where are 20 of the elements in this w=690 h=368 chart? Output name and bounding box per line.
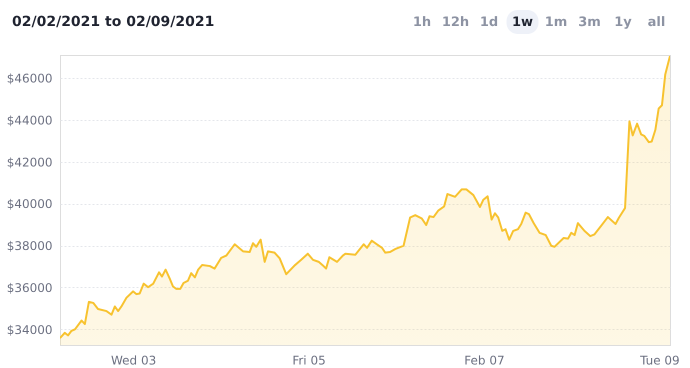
y-tick-label: $44000 — [6, 113, 52, 128]
y-tick-label: $36000 — [6, 280, 52, 295]
y-tick-label: $40000 — [6, 197, 52, 212]
text: 3m — [578, 15, 601, 30]
x-tick-label: Feb 07 — [464, 354, 505, 368]
x-tick-label: Tue 09 — [639, 354, 680, 368]
y-tick-label: $46000 — [6, 72, 52, 86]
y-tick-label: $34000 — [6, 322, 52, 337]
text: 1h — [412, 15, 432, 30]
y-tick-label: $42000 — [6, 155, 52, 170]
x-tick-label: Wed 03 — [110, 354, 156, 368]
x-tick-label: Fri 05 — [292, 354, 326, 368]
chart-title: 02/02/2021 to 02/09/2021 — [12, 14, 214, 30]
text: 12h — [442, 15, 470, 30]
text: 1d — [480, 15, 498, 30]
y-tick-label: $38000 — [6, 239, 52, 254]
text: 1w — [512, 15, 534, 30]
text: 1m — [544, 15, 568, 30]
text: all — [648, 15, 666, 30]
text: 1y — [614, 15, 632, 30]
